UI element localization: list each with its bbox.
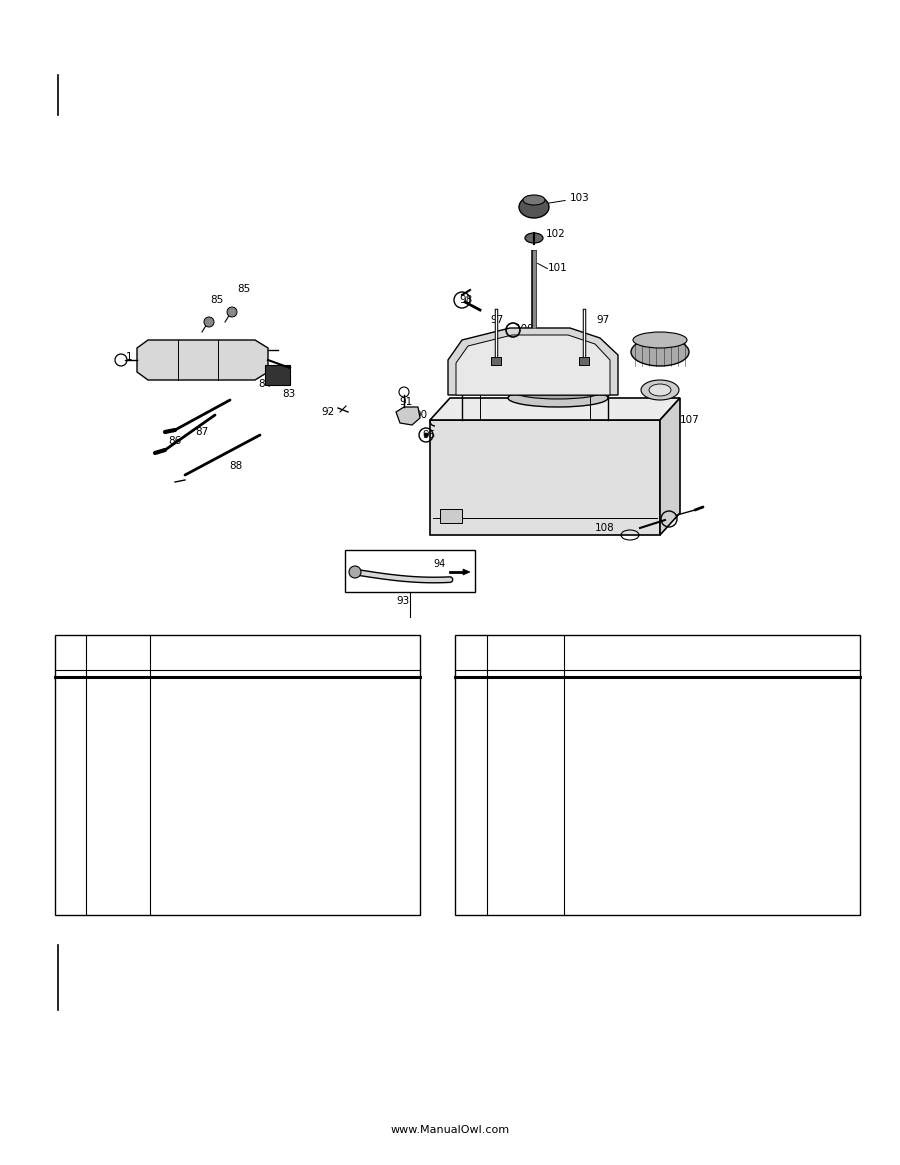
Ellipse shape (519, 196, 549, 218)
Circle shape (227, 308, 237, 317)
Text: 102: 102 (546, 230, 566, 239)
Ellipse shape (523, 195, 545, 205)
Text: 87: 87 (195, 428, 208, 437)
Text: 97: 97 (596, 315, 609, 325)
Bar (579, 356, 589, 365)
Circle shape (424, 433, 428, 437)
Text: 100: 100 (515, 324, 535, 334)
Text: 108: 108 (595, 523, 615, 534)
Bar (440, 509, 462, 523)
Ellipse shape (508, 389, 608, 407)
Text: 95: 95 (422, 430, 436, 440)
Ellipse shape (641, 380, 679, 400)
Bar (455, 635, 860, 915)
Polygon shape (448, 329, 618, 395)
Polygon shape (463, 569, 470, 576)
Polygon shape (660, 398, 680, 535)
Circle shape (349, 566, 361, 578)
Text: 85: 85 (210, 295, 223, 305)
Circle shape (204, 317, 214, 327)
Polygon shape (430, 421, 660, 535)
Text: 94: 94 (450, 553, 464, 563)
Text: 101: 101 (548, 263, 568, 273)
Text: 1: 1 (125, 352, 132, 362)
Text: 88: 88 (230, 461, 243, 471)
Text: 97: 97 (490, 315, 503, 325)
Text: 104: 104 (653, 336, 673, 345)
Text: 107: 107 (680, 415, 700, 425)
Text: www.ManualOwl.com: www.ManualOwl.com (391, 1125, 509, 1135)
Ellipse shape (515, 384, 601, 398)
Text: 98: 98 (459, 295, 472, 305)
Ellipse shape (633, 332, 687, 348)
Polygon shape (137, 340, 268, 380)
Polygon shape (430, 398, 680, 421)
Bar (55, 635, 420, 915)
Text: 103: 103 (570, 193, 590, 203)
Ellipse shape (631, 338, 689, 366)
Text: 91: 91 (399, 397, 412, 407)
Bar (345, 550, 475, 592)
Text: 90: 90 (414, 410, 427, 421)
Polygon shape (396, 407, 420, 425)
Text: 85: 85 (237, 284, 250, 294)
Text: 106: 106 (649, 381, 669, 391)
Text: 96: 96 (448, 377, 461, 388)
Text: 94: 94 (345, 563, 358, 573)
Ellipse shape (525, 233, 543, 243)
Ellipse shape (649, 384, 671, 396)
Polygon shape (456, 336, 610, 395)
Text: 92: 92 (321, 407, 334, 417)
Text: 84: 84 (258, 379, 271, 389)
Text: 93: 93 (396, 596, 410, 606)
Bar (265, 365, 290, 384)
Text: 86: 86 (168, 436, 181, 446)
Text: 83: 83 (282, 389, 295, 398)
Bar (491, 356, 501, 365)
Text: 94: 94 (433, 559, 446, 569)
